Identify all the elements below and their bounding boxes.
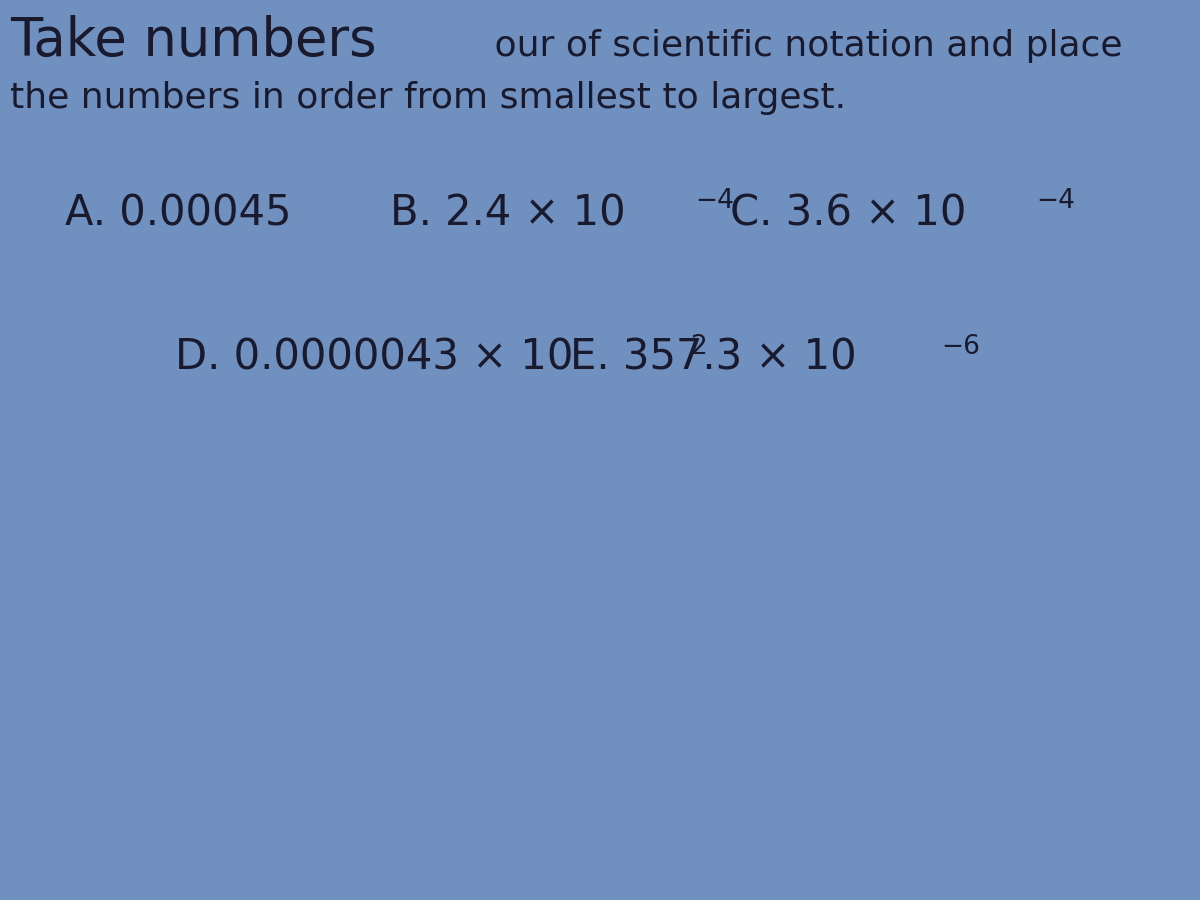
Text: C. 3.6 × 10: C. 3.6 × 10 — [730, 192, 966, 234]
Text: D. 0.0000043 × 10: D. 0.0000043 × 10 — [175, 337, 574, 379]
Text: −6: −6 — [941, 334, 980, 359]
Text: E. 357.3 × 10: E. 357.3 × 10 — [570, 337, 857, 379]
Text: 2: 2 — [690, 334, 707, 359]
Text: Take numbers: Take numbers — [10, 15, 377, 67]
Text: A. 0.00045: A. 0.00045 — [65, 192, 292, 234]
Text: −4: −4 — [1037, 188, 1075, 214]
Text: the numbers in order from smallest to largest.: the numbers in order from smallest to la… — [10, 81, 846, 115]
Text: B. 2.4 × 10: B. 2.4 × 10 — [390, 192, 625, 234]
Text: −4: −4 — [695, 188, 734, 214]
Text: our of scientific notation and place: our of scientific notation and place — [484, 29, 1122, 63]
